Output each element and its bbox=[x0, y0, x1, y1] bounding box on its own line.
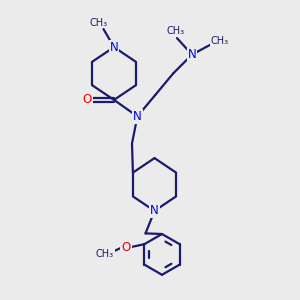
Text: CH₃: CH₃ bbox=[96, 249, 114, 259]
Text: N: N bbox=[188, 48, 196, 61]
Text: N: N bbox=[150, 204, 159, 218]
Text: CH₃: CH₃ bbox=[89, 17, 107, 28]
Text: N: N bbox=[110, 40, 118, 54]
Text: CH₃: CH₃ bbox=[211, 35, 229, 46]
Text: N: N bbox=[133, 110, 142, 123]
Text: O: O bbox=[83, 93, 92, 106]
Text: O: O bbox=[122, 241, 131, 254]
Text: CH₃: CH₃ bbox=[167, 26, 185, 37]
